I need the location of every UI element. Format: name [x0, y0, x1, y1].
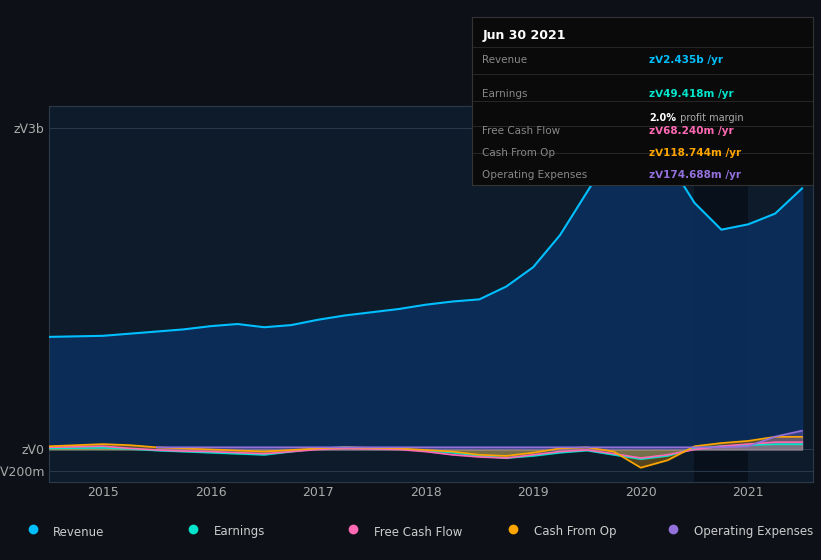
Text: Revenue: Revenue — [53, 525, 105, 539]
Text: Earnings: Earnings — [213, 525, 265, 539]
Text: Revenue: Revenue — [482, 55, 527, 66]
Text: zᐯ174.688m /yr: zᐯ174.688m /yr — [649, 170, 741, 180]
Text: zᐯ49.418m /yr: zᐯ49.418m /yr — [649, 89, 734, 99]
Text: Cash From Op: Cash From Op — [534, 525, 616, 539]
Text: Free Cash Flow: Free Cash Flow — [482, 126, 561, 136]
Text: zᐯ2.435b /yr: zᐯ2.435b /yr — [649, 55, 723, 66]
Text: profit margin: profit margin — [677, 113, 743, 123]
Text: 2.0%: 2.0% — [649, 113, 677, 123]
Text: Jun 30 2021: Jun 30 2021 — [482, 29, 566, 41]
Text: Operating Expenses: Operating Expenses — [694, 525, 813, 539]
Text: Operating Expenses: Operating Expenses — [482, 170, 588, 180]
Text: Free Cash Flow: Free Cash Flow — [374, 525, 462, 539]
Text: zᐯ68.240m /yr: zᐯ68.240m /yr — [649, 126, 734, 136]
Text: Cash From Op: Cash From Op — [482, 148, 555, 158]
Text: Earnings: Earnings — [482, 89, 528, 99]
Text: zᐯ118.744m /yr: zᐯ118.744m /yr — [649, 148, 741, 158]
Bar — [695, 106, 748, 482]
